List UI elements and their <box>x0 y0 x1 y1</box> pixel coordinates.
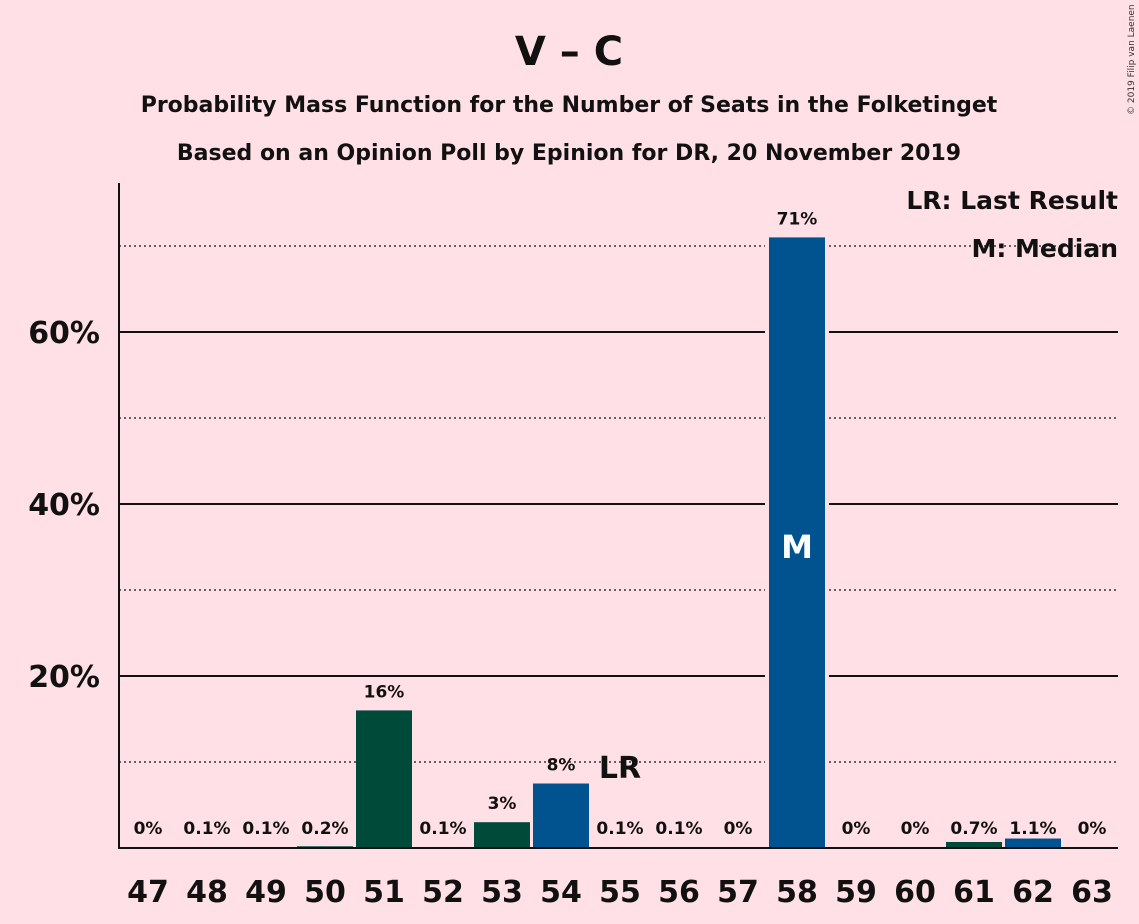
copyright-notice: © 2019 Filip van Laenen <box>1127 4 1137 115</box>
bar-value-label-54: 8% <box>547 756 576 776</box>
chart-subtitle-line-2: Based on an Opinion Poll by Epinion for … <box>177 141 961 166</box>
x-tick-label-54: 54 <box>540 875 582 910</box>
bar-value-label-61: 0.7% <box>950 819 997 839</box>
y-tick-label: 20% <box>28 660 100 695</box>
x-tick-label-59: 59 <box>835 875 877 910</box>
bar-value-label-63: 0% <box>1078 819 1107 839</box>
x-tick-label-61: 61 <box>953 875 995 910</box>
bar-value-label-47: 0% <box>134 819 163 839</box>
x-tick-label-60: 60 <box>894 875 936 910</box>
y-axis-ticks: 20% 40% 60% <box>28 316 100 695</box>
x-tick-label-62: 62 <box>1012 875 1054 910</box>
median-marker: M <box>781 528 813 566</box>
bar-value-label-56: 0.1% <box>655 819 702 839</box>
annotations: LR M <box>599 528 813 786</box>
bar-value-label-59: 0% <box>842 819 871 839</box>
bar-51 <box>356 710 412 848</box>
x-tick-label-48: 48 <box>186 875 228 910</box>
x-tick-label-57: 57 <box>717 875 759 910</box>
bar-value-label-49: 0.1% <box>242 819 289 839</box>
y-tick-label: 40% <box>28 488 100 523</box>
gridlines <box>119 245 1118 763</box>
x-axis-ticks: 47 48 49 50 51 52 53 54 55 56 57 58 59 60 61 62 63 <box>127 875 1113 910</box>
bar-value-label-60: 0% <box>901 819 930 839</box>
x-tick-label-51: 51 <box>363 875 405 910</box>
x-tick-label-63: 63 <box>1071 875 1113 910</box>
chart-title: V – C <box>515 29 623 75</box>
bar-value-label-62: 1.1% <box>1009 819 1056 839</box>
x-tick-label-47: 47 <box>127 875 169 910</box>
bar-value-label-55: 0.1% <box>596 819 643 839</box>
x-tick-label-50: 50 <box>304 875 346 910</box>
last-result-marker: LR <box>599 751 641 786</box>
bar-62 <box>1005 838 1061 848</box>
bar-value-label-53: 3% <box>488 794 517 814</box>
bar-value-label-52: 0.1% <box>419 819 466 839</box>
x-tick-label-49: 49 <box>245 875 287 910</box>
x-tick-label-58: 58 <box>776 875 818 910</box>
bar-61 <box>946 841 1002 848</box>
y-tick-label: 60% <box>28 316 100 351</box>
x-tick-label-55: 55 <box>599 875 641 910</box>
bar-value-label-48: 0.1% <box>183 819 230 839</box>
bar-58 <box>769 237 825 848</box>
bar-value-label-51: 16% <box>364 682 405 702</box>
bars: 0% 0.1% 0.1% 0.2% 16% 0.1% 3% 8% 0.1% 0.1% 0% 71% 0%… <box>134 209 1107 848</box>
bar-value-label-58: 71% <box>777 209 818 229</box>
bar-54 <box>533 783 589 848</box>
bar-53 <box>474 822 530 848</box>
x-tick-label-56: 56 <box>658 875 700 910</box>
bar-value-label-50: 0.2% <box>301 819 348 839</box>
chart-subtitle-line-1: Probability Mass Function for the Number… <box>141 93 998 118</box>
x-tick-label-52: 52 <box>422 875 464 910</box>
legend-last-result: LR: Last Result <box>906 186 1118 215</box>
legend-median: M: Median <box>971 234 1118 263</box>
x-tick-label-53: 53 <box>481 875 523 910</box>
bar-value-label-57: 0% <box>724 819 753 839</box>
